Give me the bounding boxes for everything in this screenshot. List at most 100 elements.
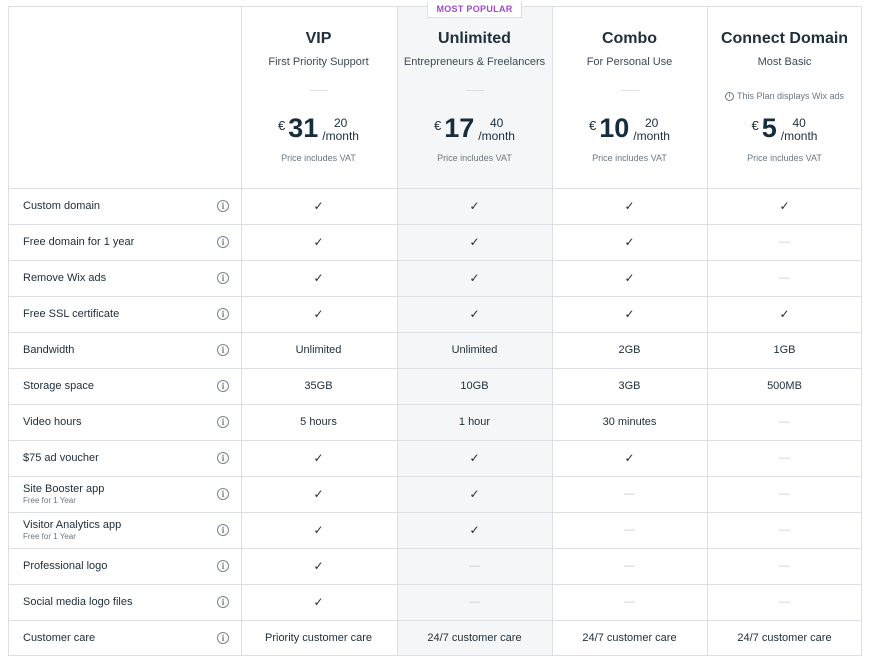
check-icon: ✓ <box>779 307 790 321</box>
wix-ads-note: i This Plan displays Wix ads <box>707 91 862 101</box>
feature-cell: ✓ <box>552 224 707 260</box>
feature-value: 10GB <box>460 380 489 392</box>
feature-cell: 10GB <box>397 368 552 404</box>
feature-cell: ✓ <box>397 476 552 512</box>
feature-value: 3GB <box>618 380 641 392</box>
feature-cell: 24/7 customer care <box>397 620 552 656</box>
feature-label-text: Free domain for 1 year <box>23 236 135 248</box>
dash-icon: — <box>779 596 790 608</box>
check-icon: ✓ <box>469 271 480 285</box>
check-icon: ✓ <box>624 307 635 321</box>
check-icon: ✓ <box>313 307 324 321</box>
feature-cell: ✓ <box>241 440 396 476</box>
check-icon: ✓ <box>469 307 480 321</box>
feature-cell: ✓ <box>397 188 552 224</box>
column-divider <box>397 6 398 656</box>
plan-divider <box>309 90 328 91</box>
price-cents: 40 <box>489 116 504 130</box>
most-popular-badge: MOST POPULAR <box>397 0 552 20</box>
feature-cell: ✓ <box>707 296 862 332</box>
feature-label-text: Free SSL certificate <box>23 308 120 320</box>
plan-name: VIP <box>305 30 332 47</box>
plan-name: Unlimited <box>438 30 511 47</box>
feature-label-text: Custom domain <box>23 200 101 212</box>
price-vat-note: Price includes VAT <box>281 153 356 163</box>
feature-label: Bandwidth <box>23 332 208 368</box>
feature-cell: ✓ <box>241 548 396 584</box>
feature-row: Custom domain i ✓ ✓ ✓ ✓ <box>8 188 862 224</box>
row-divider <box>8 224 862 225</box>
plan-subtitle: First Priority Support <box>268 56 369 68</box>
info-icon[interactable]: i <box>217 524 229 536</box>
info-icon[interactable]: i <box>217 416 229 428</box>
info-icon[interactable]: i <box>217 380 229 392</box>
feature-cell: ✓ <box>241 224 396 260</box>
info-icon[interactable]: i <box>217 632 229 644</box>
row-divider <box>8 440 862 441</box>
dash-icon: — <box>779 524 790 536</box>
feature-value: 24/7 customer care <box>427 632 522 644</box>
plan-header-0: VIP First Priority Support € 31 20 /mont… <box>241 6 396 188</box>
plan-price: € 17 40 /month <box>397 114 552 143</box>
most-popular-badge-label: MOST POPULAR <box>427 2 522 18</box>
feature-cell: — <box>707 440 862 476</box>
price-cents: 20 <box>333 116 348 130</box>
feature-cell: 35GB <box>241 368 396 404</box>
feature-cell: — <box>707 584 862 620</box>
info-icon[interactable]: i <box>217 344 229 356</box>
info-icon[interactable]: i <box>217 560 229 572</box>
feature-cell: ✓ <box>241 512 396 548</box>
feature-row: Bandwidth i Unlimited Unlimited 2GB 1GB <box>8 332 862 368</box>
feature-label-text: Customer care <box>23 632 96 644</box>
feature-label: Custom domain <box>23 188 208 224</box>
check-icon: ✓ <box>313 559 324 573</box>
feature-cell: — <box>552 584 707 620</box>
feature-cell: ✓ <box>397 296 552 332</box>
price-whole: 5 <box>761 113 777 143</box>
feature-cell: ✓ <box>241 584 396 620</box>
feature-label: $75 ad voucher <box>23 440 208 476</box>
price-whole: 10 <box>599 113 630 143</box>
feature-cell: ✓ <box>241 296 396 332</box>
info-icon[interactable]: i <box>217 596 229 608</box>
feature-cell: — <box>707 260 862 296</box>
feature-cell: ✓ <box>552 188 707 224</box>
info-icon[interactable]: i <box>217 308 229 320</box>
check-icon: ✓ <box>313 595 324 609</box>
feature-label-text: Storage space <box>23 380 94 392</box>
info-icon[interactable]: i <box>217 200 229 212</box>
info-icon[interactable]: i <box>217 272 229 284</box>
price-vat-note: Price includes VAT <box>592 153 667 163</box>
info-icon[interactable]: i <box>217 236 229 248</box>
feature-label-text: $75 ad voucher <box>23 452 99 464</box>
feature-cell: ✓ <box>552 260 707 296</box>
dash-icon: — <box>624 488 635 500</box>
wix-ads-note-text: This Plan displays Wix ads <box>736 91 845 101</box>
feature-label: Site Booster app Free for 1 Year <box>23 476 208 512</box>
feature-value: 2GB <box>618 344 641 356</box>
feature-row: Free domain for 1 year i ✓ ✓ ✓ — <box>8 224 862 260</box>
price-cents: 40 <box>792 116 806 130</box>
check-icon: ✓ <box>313 199 324 213</box>
check-icon: ✓ <box>313 271 324 285</box>
feature-row: Social media logo files i ✓ — — — <box>8 584 862 620</box>
info-icon[interactable]: i <box>217 452 229 464</box>
feature-value: 30 minutes <box>602 416 657 428</box>
price-period: /month <box>633 129 670 143</box>
feature-cell: ✓ <box>552 296 707 332</box>
feature-sublabel: Free for 1 Year <box>23 496 76 505</box>
feature-value: Unlimited <box>451 344 498 356</box>
feature-cell: — <box>552 476 707 512</box>
feature-cell: — <box>707 548 862 584</box>
column-divider <box>552 6 553 656</box>
dash-icon: — <box>779 272 790 284</box>
feature-label-text: Video hours <box>23 416 82 428</box>
price-period: /month <box>780 129 818 143</box>
feature-cell: — <box>707 512 862 548</box>
plan-divider <box>465 90 484 91</box>
feature-cell: ✓ <box>241 260 396 296</box>
info-icon[interactable]: i <box>217 488 229 500</box>
price-currency: € <box>589 118 597 133</box>
feature-cell: — <box>707 404 862 440</box>
feature-label: Free domain for 1 year <box>23 224 208 260</box>
